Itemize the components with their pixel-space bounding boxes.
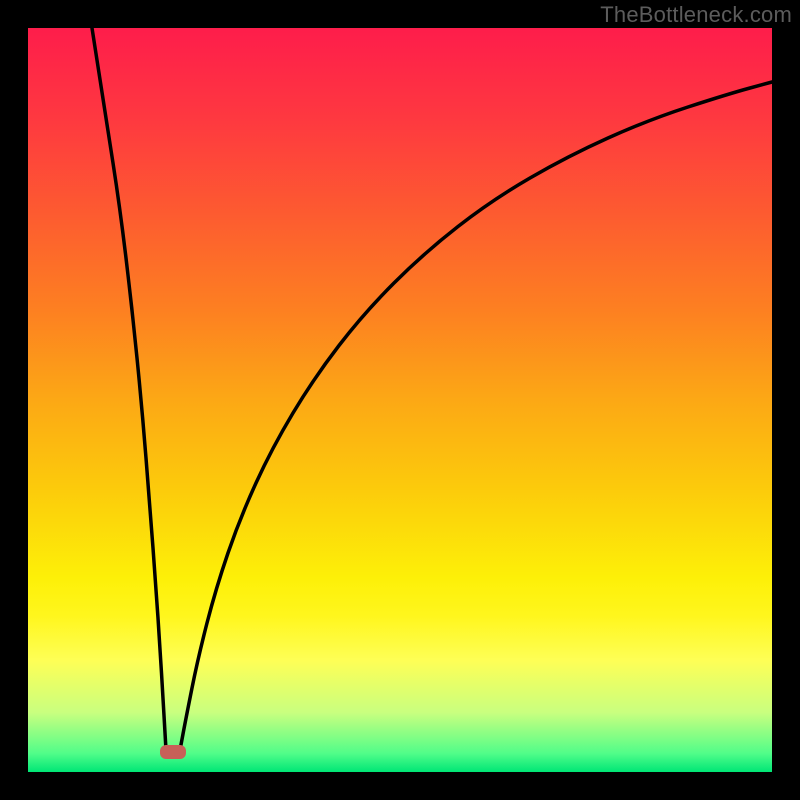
curve-left-branch bbox=[92, 28, 166, 750]
optimal-point-marker bbox=[160, 745, 186, 759]
bottleneck-curve-svg bbox=[28, 28, 772, 772]
watermark-text: TheBottleneck.com bbox=[600, 2, 792, 28]
chart-plot-area bbox=[28, 28, 772, 772]
curve-right-branch bbox=[180, 82, 772, 750]
